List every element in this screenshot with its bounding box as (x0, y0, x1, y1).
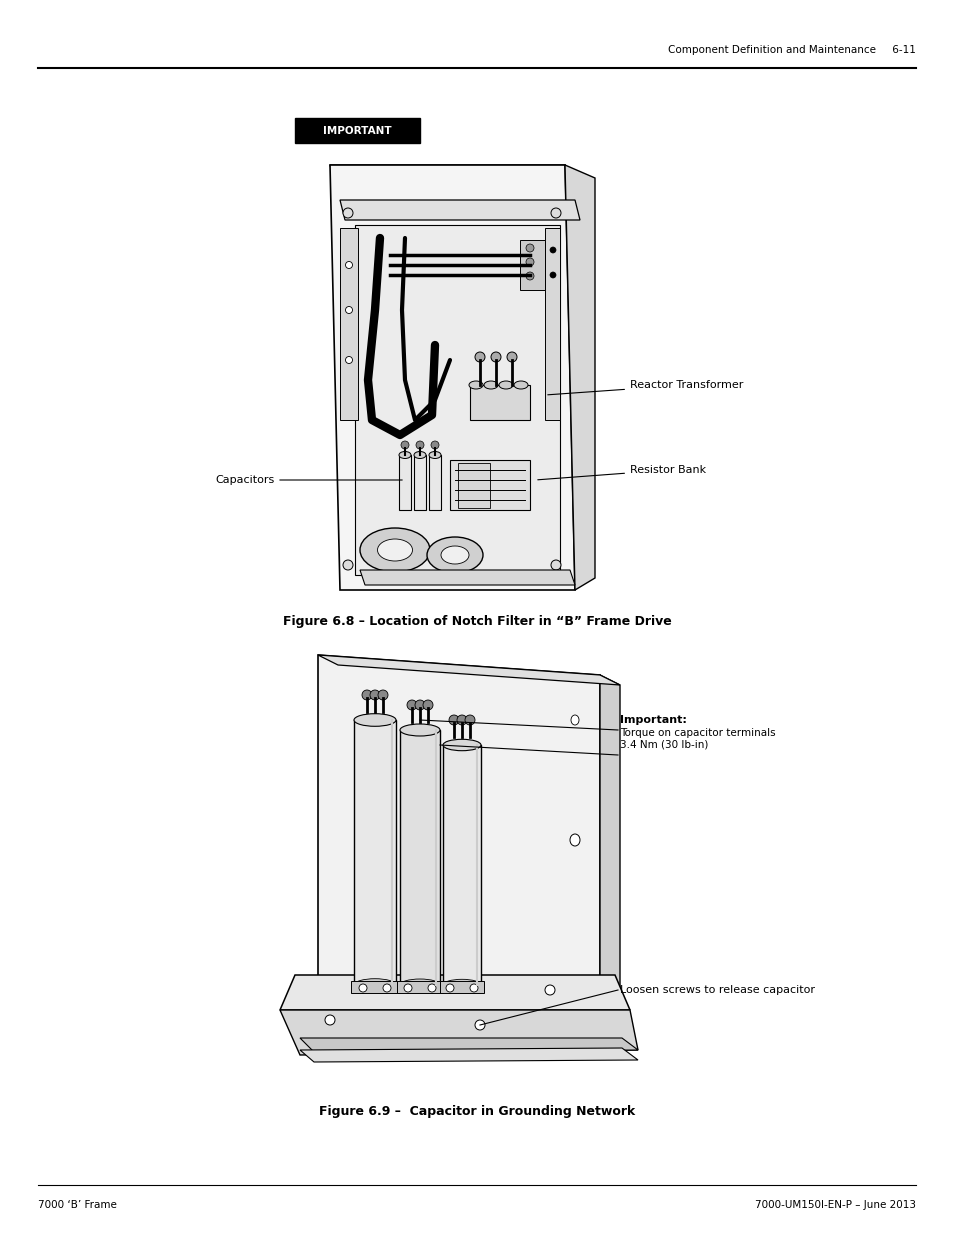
Polygon shape (599, 676, 619, 1000)
Ellipse shape (440, 546, 469, 564)
Polygon shape (317, 655, 619, 685)
Text: Resistor Bank: Resistor Bank (537, 466, 705, 479)
Circle shape (550, 272, 556, 278)
Polygon shape (354, 720, 395, 986)
Ellipse shape (398, 452, 411, 458)
Polygon shape (396, 981, 442, 993)
Circle shape (525, 258, 534, 266)
Text: Component Definition and Maintenance     6-11: Component Definition and Maintenance 6-1… (667, 44, 915, 56)
Polygon shape (442, 745, 480, 986)
Polygon shape (280, 974, 629, 1010)
Polygon shape (470, 385, 530, 420)
Ellipse shape (442, 979, 480, 990)
Polygon shape (519, 240, 544, 290)
Bar (294, 119, 419, 143)
Circle shape (506, 352, 517, 362)
Circle shape (361, 690, 372, 700)
Polygon shape (544, 228, 559, 420)
Ellipse shape (429, 452, 440, 458)
Circle shape (407, 700, 416, 710)
Ellipse shape (354, 714, 395, 726)
Ellipse shape (427, 537, 482, 573)
Text: Figure 6.9 –  Capacitor in Grounding Network: Figure 6.9 – Capacitor in Grounding Netw… (318, 1105, 635, 1118)
Circle shape (403, 984, 412, 992)
Circle shape (544, 986, 555, 995)
Circle shape (345, 306, 352, 314)
Text: Loosen screws to release capacitor: Loosen screws to release capacitor (619, 986, 814, 995)
Ellipse shape (498, 382, 513, 389)
Ellipse shape (569, 834, 579, 846)
Polygon shape (330, 165, 575, 590)
Ellipse shape (354, 978, 395, 992)
Polygon shape (355, 225, 559, 576)
Ellipse shape (414, 452, 426, 458)
Text: Reactor Transformer: Reactor Transformer (547, 380, 742, 395)
Ellipse shape (399, 724, 439, 736)
Polygon shape (351, 981, 398, 993)
Circle shape (449, 715, 458, 725)
Circle shape (382, 984, 391, 992)
Circle shape (475, 352, 484, 362)
Circle shape (370, 690, 379, 700)
Polygon shape (317, 655, 599, 1005)
Text: Important:: Important: (619, 715, 686, 725)
Text: Capacitors: Capacitors (214, 475, 402, 485)
Ellipse shape (399, 979, 439, 990)
Circle shape (551, 207, 560, 219)
Polygon shape (299, 1049, 638, 1062)
Circle shape (525, 272, 534, 280)
Ellipse shape (483, 382, 497, 389)
Circle shape (456, 715, 467, 725)
Circle shape (377, 690, 388, 700)
Circle shape (446, 984, 454, 992)
Polygon shape (398, 454, 411, 510)
Polygon shape (280, 1010, 638, 1055)
Polygon shape (414, 454, 426, 510)
Text: Figure 6.8 – Location of Notch Filter in “B” Frame Drive: Figure 6.8 – Location of Notch Filter in… (282, 615, 671, 629)
Ellipse shape (514, 382, 527, 389)
Ellipse shape (377, 538, 412, 561)
Circle shape (428, 984, 436, 992)
Polygon shape (299, 1037, 638, 1052)
Ellipse shape (571, 715, 578, 725)
Polygon shape (339, 228, 357, 420)
Text: Torque on capacitor terminals
3.4 Nm (30 lb-in): Torque on capacitor terminals 3.4 Nm (30… (619, 727, 775, 750)
Circle shape (431, 441, 438, 450)
Ellipse shape (469, 382, 482, 389)
Circle shape (470, 984, 477, 992)
Polygon shape (457, 463, 490, 508)
Circle shape (358, 984, 367, 992)
Circle shape (400, 441, 409, 450)
Circle shape (415, 700, 424, 710)
Circle shape (525, 245, 534, 252)
Polygon shape (439, 981, 483, 993)
Text: 7000-UM150I-EN-P – June 2013: 7000-UM150I-EN-P – June 2013 (754, 1200, 915, 1210)
Polygon shape (564, 165, 595, 590)
Ellipse shape (359, 529, 430, 572)
Text: 7000 ‘B’ Frame: 7000 ‘B’ Frame (38, 1200, 117, 1210)
Circle shape (325, 1015, 335, 1025)
Circle shape (343, 559, 353, 571)
Circle shape (551, 559, 560, 571)
Circle shape (464, 715, 475, 725)
Circle shape (550, 247, 556, 253)
Circle shape (491, 352, 500, 362)
Polygon shape (399, 730, 439, 986)
Polygon shape (330, 165, 575, 200)
Circle shape (422, 700, 433, 710)
Circle shape (343, 207, 353, 219)
Polygon shape (359, 571, 575, 585)
Circle shape (416, 441, 423, 450)
Polygon shape (339, 200, 579, 220)
Circle shape (475, 1020, 484, 1030)
Polygon shape (429, 454, 440, 510)
Polygon shape (450, 459, 530, 510)
Circle shape (345, 357, 352, 363)
Ellipse shape (442, 740, 480, 751)
Text: IMPORTANT: IMPORTANT (322, 126, 391, 136)
Circle shape (345, 262, 352, 268)
